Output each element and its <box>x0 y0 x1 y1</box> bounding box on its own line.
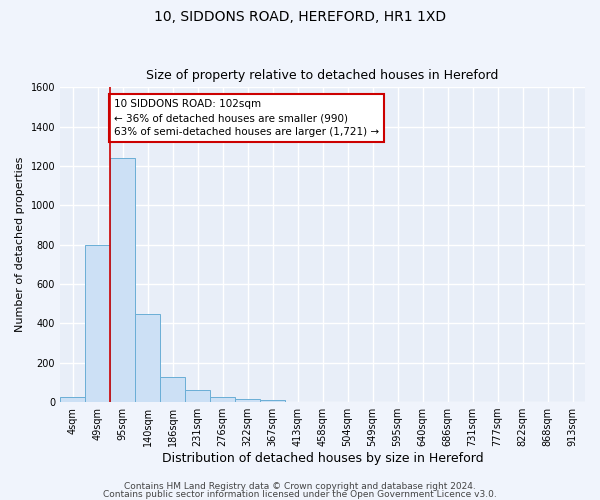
Text: Contains public sector information licensed under the Open Government Licence v3: Contains public sector information licen… <box>103 490 497 499</box>
Text: Contains HM Land Registry data © Crown copyright and database right 2024.: Contains HM Land Registry data © Crown c… <box>124 482 476 491</box>
Bar <box>260 400 285 402</box>
Title: Size of property relative to detached houses in Hereford: Size of property relative to detached ho… <box>146 69 499 82</box>
X-axis label: Distribution of detached houses by size in Hereford: Distribution of detached houses by size … <box>162 452 484 465</box>
Bar <box>210 397 235 402</box>
Text: 10, SIDDONS ROAD, HEREFORD, HR1 1XD: 10, SIDDONS ROAD, HEREFORD, HR1 1XD <box>154 10 446 24</box>
Bar <box>160 376 185 402</box>
Bar <box>60 397 85 402</box>
Bar <box>135 314 160 402</box>
Bar <box>85 244 110 402</box>
Bar <box>235 399 260 402</box>
Bar <box>110 158 135 402</box>
Bar <box>185 390 210 402</box>
Y-axis label: Number of detached properties: Number of detached properties <box>15 157 25 332</box>
Text: 10 SIDDONS ROAD: 102sqm
← 36% of detached houses are smaller (990)
63% of semi-d: 10 SIDDONS ROAD: 102sqm ← 36% of detache… <box>114 99 379 137</box>
